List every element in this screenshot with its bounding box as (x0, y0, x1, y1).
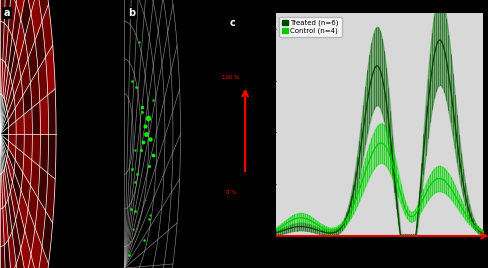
Polygon shape (1, 172, 5, 208)
Polygon shape (4, 69, 10, 103)
Polygon shape (25, 13, 35, 59)
Polygon shape (4, 240, 11, 268)
Polygon shape (7, 154, 14, 182)
Polygon shape (26, 0, 37, 13)
Polygon shape (35, 21, 45, 70)
Polygon shape (25, 209, 35, 255)
Polygon shape (16, 249, 26, 268)
Polygon shape (0, 21, 4, 60)
Polygon shape (8, 134, 16, 147)
Polygon shape (3, 169, 8, 204)
Polygon shape (8, 36, 16, 77)
Polygon shape (7, 148, 15, 172)
Polygon shape (28, 40, 38, 83)
Polygon shape (40, 134, 48, 173)
Polygon shape (3, 204, 8, 245)
Polygon shape (45, 45, 55, 95)
Polygon shape (0, 0, 6, 23)
Polygon shape (42, 4, 53, 57)
Polygon shape (42, 211, 53, 264)
Polygon shape (31, 0, 42, 40)
Polygon shape (16, 19, 25, 62)
Polygon shape (24, 108, 32, 134)
Text: b: b (128, 8, 135, 18)
Polygon shape (0, 245, 6, 268)
Polygon shape (12, 172, 21, 206)
Polygon shape (14, 160, 23, 190)
Polygon shape (45, 173, 55, 223)
Text: c: c (230, 18, 236, 28)
Polygon shape (3, 64, 8, 99)
Polygon shape (1, 60, 5, 96)
Polygon shape (3, 23, 8, 64)
Polygon shape (15, 95, 24, 121)
Polygon shape (12, 62, 21, 96)
Polygon shape (16, 114, 24, 134)
Legend: Treated (n=6), Control (n=4): Treated (n=6), Control (n=4) (279, 17, 342, 37)
Polygon shape (10, 48, 19, 86)
Polygon shape (21, 230, 31, 268)
Polygon shape (23, 154, 32, 185)
Y-axis label: Density of fibrosis (%): Density of fibrosis (%) (255, 68, 264, 181)
Polygon shape (12, 4, 21, 48)
X-axis label: Distance (%): Distance (%) (347, 252, 412, 261)
Text: a: a (4, 8, 10, 18)
Polygon shape (35, 198, 45, 247)
Polygon shape (14, 78, 23, 108)
Polygon shape (21, 0, 31, 38)
Polygon shape (8, 141, 16, 160)
Polygon shape (32, 101, 41, 134)
Polygon shape (10, 182, 19, 220)
Polygon shape (19, 38, 28, 78)
Polygon shape (23, 83, 32, 114)
Polygon shape (30, 160, 40, 198)
Polygon shape (8, 232, 16, 268)
Polygon shape (8, 108, 16, 127)
Polygon shape (5, 160, 12, 191)
Polygon shape (30, 70, 40, 108)
Polygon shape (0, 174, 3, 209)
Polygon shape (5, 77, 12, 108)
Polygon shape (8, 0, 16, 36)
Polygon shape (11, 0, 20, 4)
Polygon shape (32, 134, 41, 167)
Polygon shape (4, 165, 10, 199)
Polygon shape (11, 264, 20, 268)
Polygon shape (40, 95, 48, 134)
Polygon shape (38, 57, 48, 101)
Text: 100 %: 100 % (222, 75, 239, 80)
Text: 0 %: 0 % (226, 190, 237, 195)
Polygon shape (4, 0, 11, 28)
Polygon shape (16, 206, 25, 249)
Polygon shape (21, 173, 30, 209)
Polygon shape (37, 247, 48, 268)
Polygon shape (5, 28, 12, 69)
Polygon shape (24, 134, 32, 160)
Polygon shape (7, 86, 14, 114)
Polygon shape (7, 96, 15, 120)
Polygon shape (8, 121, 16, 134)
Polygon shape (48, 89, 56, 134)
Polygon shape (31, 228, 42, 268)
Polygon shape (16, 0, 26, 19)
Polygon shape (0, 59, 3, 94)
Polygon shape (0, 208, 4, 247)
Polygon shape (26, 255, 37, 268)
Polygon shape (15, 147, 24, 173)
Polygon shape (21, 59, 30, 95)
Polygon shape (12, 220, 21, 264)
Polygon shape (5, 199, 12, 240)
Polygon shape (38, 167, 48, 211)
Polygon shape (37, 0, 48, 21)
Polygon shape (8, 191, 16, 232)
Polygon shape (48, 134, 56, 179)
Polygon shape (16, 134, 24, 154)
Polygon shape (19, 190, 28, 230)
Polygon shape (28, 185, 38, 228)
